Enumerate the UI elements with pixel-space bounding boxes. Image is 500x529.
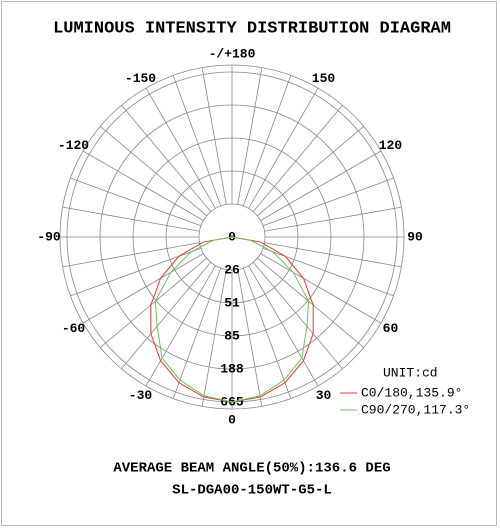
spoke: [264, 206, 402, 232]
angle-tick-label: -60: [62, 321, 86, 336]
spoke: [201, 67, 227, 205]
spoke: [99, 257, 207, 348]
footer-line: SL-DGA00-150WT-G5-L: [172, 483, 332, 499]
angle-tick-label: 120: [379, 138, 403, 153]
r-tick-label: 188: [220, 361, 244, 376]
spoke: [121, 262, 212, 370]
spoke: [62, 206, 200, 232]
angle-tick-label: -120: [58, 138, 89, 153]
ring: [198, 203, 266, 271]
spoke: [260, 253, 382, 324]
spoke: [99, 126, 207, 217]
r-tick-label: 85: [224, 328, 240, 343]
spoke: [248, 87, 319, 209]
unit-label: UNIT:cd: [383, 365, 438, 380]
spoke: [82, 253, 204, 324]
outer-ring: [59, 64, 405, 410]
spoke: [262, 177, 394, 227]
spoke: [121, 104, 212, 212]
ring: [165, 170, 299, 304]
spoke: [172, 75, 222, 207]
spoke: [260, 150, 382, 221]
spoke: [237, 269, 263, 407]
angle-tick-label: 60: [383, 321, 399, 336]
chart-title: LUMINOUS INTENSITY DISTRIBUTION DIAGRAM: [53, 19, 451, 38]
spoke: [242, 75, 292, 207]
angle-tick-label: 90: [407, 229, 423, 244]
r-tick-label: 51: [224, 295, 240, 310]
spoke: [201, 269, 227, 407]
spoke: [62, 242, 200, 268]
spoke: [264, 242, 402, 268]
spoke: [252, 262, 343, 370]
spoke: [252, 104, 343, 212]
angle-tick-label: -30: [129, 388, 153, 403]
angle-tick-label: -/+180: [209, 46, 256, 61]
spoke: [242, 267, 292, 399]
spoke: [145, 87, 216, 209]
angle-tick-label: -150: [125, 71, 156, 86]
spoke: [257, 126, 365, 217]
spoke: [82, 150, 204, 221]
legend-label: C90/270,117.3°: [361, 402, 470, 417]
spoke: [237, 67, 263, 205]
ring: [132, 137, 332, 337]
spoke: [262, 247, 394, 297]
ring: [99, 104, 365, 370]
series-line: [154, 236, 310, 403]
spoke: [172, 267, 222, 399]
spoke: [145, 265, 216, 387]
spoke: [70, 177, 202, 227]
spoke: [248, 265, 319, 387]
angle-tick-label: 150: [312, 71, 336, 86]
angle-tick-label: 0: [228, 412, 236, 427]
angle-tick-label: 30: [316, 388, 332, 403]
angle-tick-label: -90: [37, 229, 61, 244]
spoke: [257, 257, 365, 348]
spoke: [70, 247, 202, 297]
legend-label: C0/180,135.9°: [361, 385, 462, 400]
r-tick-label: 26: [224, 262, 240, 277]
footer-line: AVERAGE BEAM ANGLE(50%):136.6 DEG: [113, 461, 390, 477]
